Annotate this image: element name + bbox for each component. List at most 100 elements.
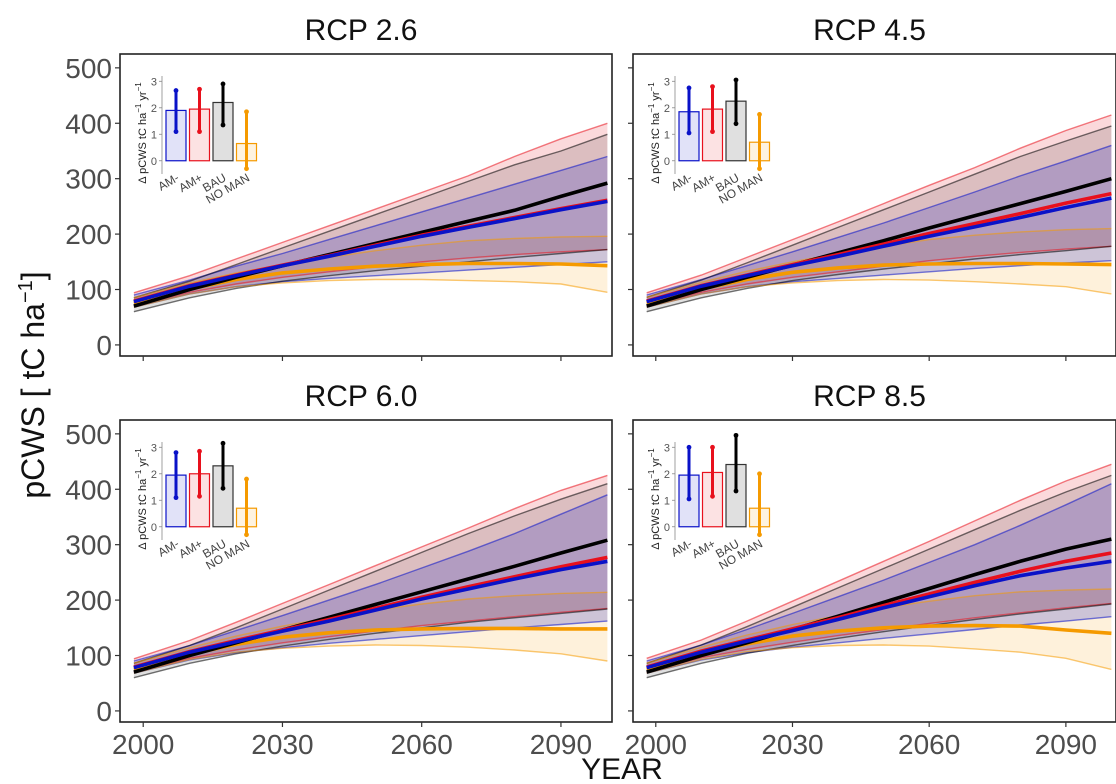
inset-error-cap-high	[173, 450, 179, 455]
band-edge-upper-am	[646, 463, 1112, 659]
inset-y-label-main: Δ pCWS tC ha	[650, 112, 662, 184]
inset-error-cap-low	[686, 130, 692, 136]
inset-y-label-sup: −1	[647, 103, 656, 113]
y-tick-label: 300	[65, 530, 112, 561]
inset-y-label-main: Δ pCWS tC ha	[137, 112, 149, 184]
inset-y-label-mid: yr	[137, 457, 149, 470]
inset-error-cap-low	[244, 532, 249, 538]
series-line-bau	[646, 537, 1112, 674]
band-bau	[646, 126, 1112, 312]
inset-error-cap-high	[244, 476, 249, 482]
inset-error-cap-low	[197, 129, 202, 135]
x-tick-label: 2090	[530, 729, 592, 760]
panel-rcp-6-0: RCP 6.0 0 100 200 300 400 500 2000 2030 2060 2090 0…	[65, 380, 613, 760]
y-axis-label-sup: −1	[15, 280, 37, 303]
inset-y-label-mid: yr	[650, 457, 662, 470]
band-edge-lower-bau	[133, 248, 608, 313]
band-edge-upper-bau	[646, 125, 1112, 298]
x-tick-label: 2030	[251, 729, 313, 760]
plot-area	[646, 463, 1112, 679]
inset-error-cap-low	[757, 532, 762, 538]
inset-error-cap-high	[686, 444, 692, 450]
inset-y-tick-label: 3	[664, 442, 670, 454]
inset-error-cap-low	[710, 493, 715, 499]
inset-error-cap-high	[220, 440, 226, 446]
inset-y-label-sup: −1	[134, 103, 143, 113]
band-bau	[133, 483, 608, 678]
inset-error-cap-high	[710, 84, 715, 89]
inset-y-tick-label: 3	[664, 76, 670, 88]
inset-error-cap-high	[686, 85, 692, 91]
inset-y-label: Δ pCWS tC ha−1 yr−1	[134, 448, 149, 550]
inset-error-cap-high	[733, 77, 739, 83]
band-edge-upper-am	[646, 483, 1112, 662]
band-edge-lower-bau	[133, 608, 608, 679]
panel-title: RCP 4.5	[813, 14, 926, 47]
y-axis-label: pCWS [ tC ha−1]	[15, 271, 51, 498]
band-edge-upper-am	[646, 114, 1112, 294]
band-edge-upper-no-man	[133, 235, 608, 299]
inset-y-tick-label: 0	[664, 522, 670, 534]
y-tick-label: 200	[65, 219, 112, 250]
panel-frame	[119, 53, 613, 357]
inset-y-label-sup: −1	[647, 82, 656, 92]
band-edge-upper-am	[646, 144, 1112, 296]
inset-y-label-mid: yr	[137, 91, 149, 104]
inset-y-tick-label: 0	[664, 156, 670, 168]
inset-error-cap-low	[173, 495, 179, 501]
y-tick-label: 200	[65, 585, 112, 616]
series-line-am	[133, 199, 608, 304]
panel-title: RCP 8.5	[813, 380, 926, 413]
y-axis-label-close: ]	[15, 271, 51, 280]
plot-area	[133, 122, 608, 313]
inset-y-label-main: Δ pCWS tC ha	[650, 478, 662, 550]
inset-error-cap-low	[173, 129, 179, 135]
inset-y-label-mid: yr	[650, 91, 662, 104]
x-tick-label: 2000	[112, 729, 174, 760]
y-tick-label: 500	[65, 53, 112, 84]
panel-frame	[632, 53, 1116, 357]
series-line-am	[646, 559, 1112, 670]
band-edge-lower-am	[646, 616, 1112, 674]
inset-error-cap-high	[197, 86, 202, 92]
inset-y-label-sup: −1	[134, 469, 143, 479]
inset-y-tick-label: 3	[151, 76, 157, 88]
inset-error-cap-high	[757, 112, 762, 117]
inset-y-label-main: Δ pCWS tC ha	[137, 478, 149, 550]
x-tick-label: 2060	[898, 729, 960, 760]
y-axis-label-main: pCWS [ tC ha	[15, 303, 51, 499]
y-tick-label: 0	[96, 330, 112, 361]
inset-error-cap-low	[686, 496, 692, 502]
inset-y-tick-label: 1	[664, 129, 670, 141]
inset-error-cap-high	[197, 448, 202, 454]
inset-error-cap-high	[710, 444, 715, 450]
band-edge-upper-am	[133, 122, 608, 294]
inset-error-cap-low	[220, 122, 226, 128]
band-no-man	[646, 589, 1112, 674]
band-bau	[133, 134, 608, 312]
inset-y-tick-label: 3	[151, 442, 157, 454]
inset-error-cap-high	[220, 81, 226, 87]
inset-y-tick-label: 2	[664, 103, 670, 115]
band-am	[133, 123, 608, 307]
inset-y-tick-label: 1	[151, 129, 157, 141]
band-no-man	[133, 592, 608, 674]
inset-error-cap-low	[733, 488, 739, 494]
panel-title: RCP 2.6	[305, 14, 418, 47]
band-edge-lower-bau	[646, 245, 1112, 313]
inset-y-tick-label: 2	[151, 103, 157, 115]
band-edge-upper-bau	[133, 483, 608, 664]
band-edge-upper-bau	[646, 474, 1112, 664]
y-tick-label: 400	[65, 108, 112, 139]
band-edge-upper-am	[133, 474, 608, 660]
panel-frame	[632, 419, 1116, 723]
band-edge-upper-bau	[133, 133, 608, 299]
y-tick-label: 300	[65, 164, 112, 195]
inset-y-tick-label: 1	[151, 495, 157, 507]
inset-y-tick-label: 0	[151, 156, 157, 168]
